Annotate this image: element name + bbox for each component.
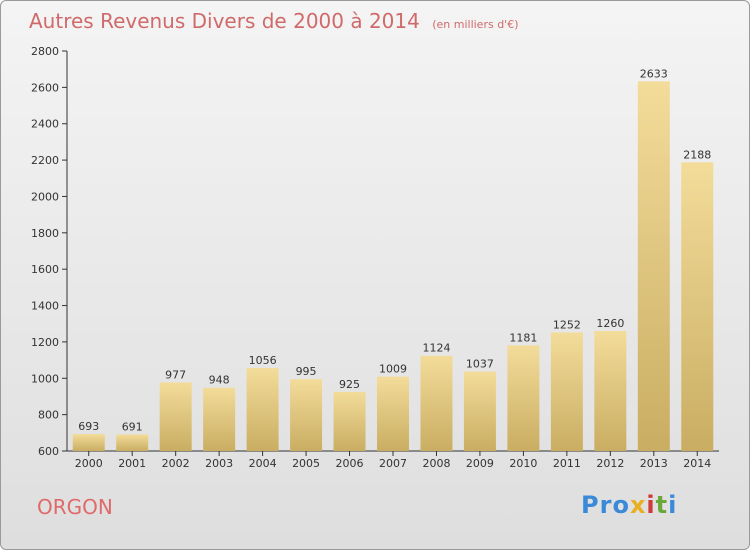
logo-letter: P — [581, 491, 600, 519]
y-tick-label: 2600 — [31, 81, 59, 94]
y-tick-label: 600 — [38, 445, 59, 458]
chart-unit: (en milliers d'€) — [432, 18, 519, 31]
y-tick-label: 2200 — [31, 154, 59, 167]
x-tick-label: 2011 — [553, 457, 581, 470]
y-tick-label: 1800 — [31, 227, 59, 240]
x-tick-label: 2008 — [422, 457, 450, 470]
logo-letter: t — [655, 491, 669, 519]
x-tick-label: 2010 — [509, 457, 537, 470]
bar-value-label: 1056 — [249, 354, 277, 367]
y-tick-label: 1600 — [31, 263, 59, 276]
bar-value-label: 925 — [339, 378, 360, 391]
y-tick-label: 1000 — [31, 372, 59, 385]
chart-title: Autres Revenus Divers de 2000 à 2014 (en… — [29, 9, 519, 33]
x-tick-label: 2000 — [75, 457, 103, 470]
x-tick-label: 2009 — [466, 457, 494, 470]
y-tick-label: 2000 — [31, 190, 59, 203]
bar-value-label: 977 — [165, 368, 186, 381]
place-name: ORGON — [37, 495, 113, 519]
x-tick-label: 2003 — [205, 457, 233, 470]
y-tick-label: 800 — [38, 409, 59, 422]
bar — [159, 382, 192, 451]
bar-value-label: 2188 — [683, 148, 711, 161]
bar-value-label: 1181 — [509, 331, 537, 344]
bar — [637, 81, 670, 451]
y-tick-label: 1200 — [31, 336, 59, 349]
x-tick-label: 2013 — [640, 457, 668, 470]
logo-letter: r — [599, 491, 613, 519]
bar — [507, 345, 540, 451]
bar — [681, 162, 714, 452]
bar-value-label: 691 — [122, 420, 143, 433]
x-tick-label: 2005 — [292, 457, 320, 470]
x-tick-label: 2002 — [162, 457, 190, 470]
logo-letter: o — [612, 491, 630, 519]
x-tick-label: 2014 — [683, 457, 711, 470]
bar-value-label: 1260 — [596, 317, 624, 330]
bar — [290, 379, 323, 451]
bar-value-label: 948 — [209, 374, 230, 387]
bar-value-label: 995 — [296, 365, 317, 378]
bar — [550, 332, 583, 451]
x-tick-label: 2006 — [336, 457, 364, 470]
bar — [72, 434, 105, 451]
bar-value-label: 1037 — [466, 358, 494, 371]
logo-letter: i — [646, 491, 656, 519]
bar — [116, 434, 149, 451]
y-tick-label: 2800 — [31, 45, 59, 58]
bar — [377, 376, 409, 451]
bar — [333, 391, 366, 451]
bar-value-label: 1009 — [379, 363, 407, 376]
x-tick-label: 2001 — [118, 457, 146, 470]
logo-letter: x — [629, 491, 647, 519]
x-tick-label: 2007 — [379, 457, 407, 470]
bar-value-label: 2633 — [640, 67, 668, 80]
bar — [594, 331, 627, 451]
bar — [203, 387, 236, 451]
y-tick-label: 1400 — [31, 300, 59, 313]
bar-value-label: 1252 — [553, 318, 581, 331]
bar-value-label: 1124 — [422, 342, 450, 355]
x-tick-label: 2012 — [596, 457, 624, 470]
x-tick-label: 2004 — [249, 457, 277, 470]
proxiti-logo: Proxiti — [581, 491, 677, 519]
bar-value-label: 693 — [78, 420, 99, 433]
bar — [463, 371, 496, 451]
bar — [420, 355, 453, 451]
y-tick-label: 2400 — [31, 118, 59, 131]
logo-letter: i — [668, 491, 678, 519]
bar — [246, 368, 279, 451]
chart-title-text: Autres Revenus Divers de 2000 à 2014 — [29, 9, 420, 33]
